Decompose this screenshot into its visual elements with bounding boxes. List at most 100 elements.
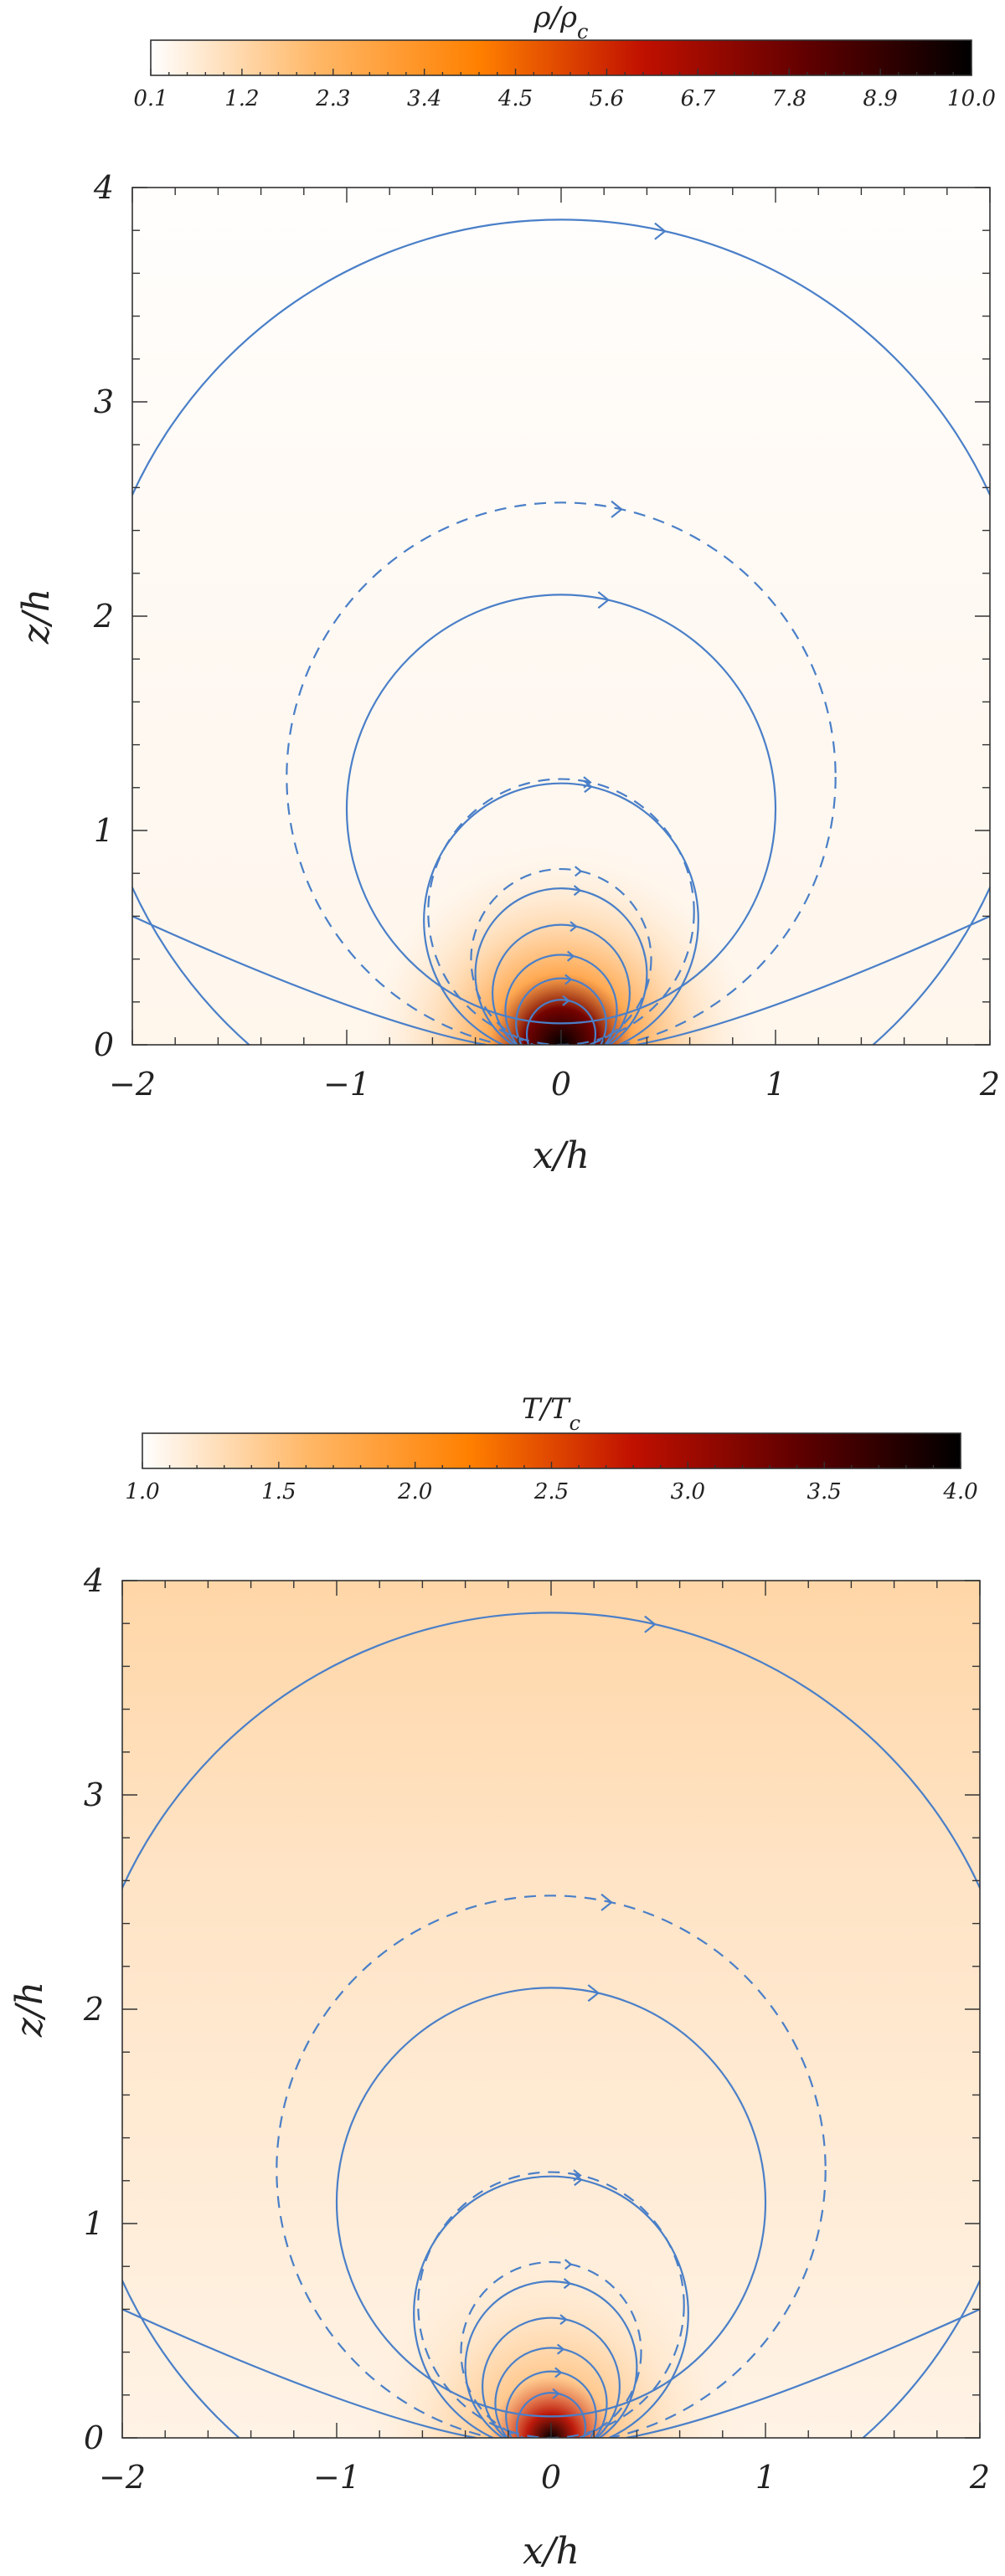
temperature-field-line (464, 2280, 638, 2438)
density-ytick-label: 4 (93, 169, 114, 206)
density-field-arrow (564, 974, 573, 985)
temperature-colorbar-tick-label: 2.0 (397, 1479, 432, 1504)
density-colorbar-tick-label: 1.2 (224, 86, 259, 111)
temperature-field-arrow (564, 2259, 573, 2270)
temperature-ytick-label: 0 (84, 2419, 104, 2456)
temperature-colorbar-tick-label: 1.5 (261, 1479, 296, 1504)
temperature-field-line (413, 2175, 689, 2438)
temperature-xtick-label: −2 (99, 2459, 146, 2496)
temperature-open-field-line (626, 2308, 980, 2438)
temperature-xtick-label: 0 (541, 2459, 561, 2496)
density-open-field-line (132, 915, 487, 1045)
temperature-field-line (276, 1895, 827, 2438)
temperature-xtick-label: 2 (969, 2459, 990, 2496)
temperature-field-arrow (556, 2343, 565, 2355)
temperature-field-arrow (563, 2278, 572, 2290)
temperature-field-line (460, 2261, 642, 2438)
density-ytick-label: 1 (94, 812, 114, 849)
temperature-field-arrow (559, 2314, 568, 2326)
temperature-ytick-label: 4 (83, 1562, 104, 1599)
density-field-line (504, 954, 618, 1045)
temperature-colorbar: 1.0 1.5 2.0 2.5 3.0 3.5 4.0 T/Tc (125, 1392, 977, 1504)
density-core-concentration (357, 637, 765, 1045)
density-field-arrow (611, 500, 623, 518)
temperature-field-arrow (600, 1893, 613, 1911)
temperature-xtick-label: −1 (313, 2459, 360, 2496)
density-ylabel: z/h (15, 589, 58, 645)
density-field-arrow (597, 591, 611, 609)
density-field-line (525, 999, 597, 1045)
density-xtick-label: 0 (551, 1066, 571, 1103)
density-field-arrow (654, 222, 667, 240)
density-field-line (345, 594, 777, 1025)
density-field-line (286, 501, 837, 1045)
temperature-ytick-label: 1 (84, 2205, 104, 2242)
density-colorbar-tick-label: 10.0 (947, 86, 996, 111)
density-field-line (515, 977, 607, 1045)
density-xtick-label: −1 (323, 1066, 370, 1103)
temperature-field-arrow (552, 2388, 560, 2399)
temperature-colorbar-tick-label: 3.5 (807, 1479, 841, 1504)
density-plot-area: −2 −1 0 1 2 0 1 2 3 4 x/h z/h (15, 169, 1000, 1177)
density-ytick-label: 3 (94, 383, 114, 420)
density-field-line (474, 887, 648, 1045)
density-colorbar-frame (150, 39, 972, 76)
temperature-field-arrow (587, 1984, 600, 2003)
temperature-colorbar-title: T/Tc (522, 1392, 580, 1435)
temperature-field-line (335, 1987, 767, 2418)
temperature-colorbar-tick-label: 3.0 (671, 1479, 705, 1504)
temperature-ytick-label: 3 (84, 1776, 104, 1813)
density-field-arrow (574, 866, 583, 877)
density-field-line (132, 219, 990, 1045)
temperature-field-line (417, 2171, 685, 2438)
temperature-xlabel: x/h (523, 2530, 580, 2573)
temperature-field-line (515, 2392, 587, 2438)
temperature-field-arrow (574, 2173, 583, 2187)
density-ytick-label: 2 (93, 598, 114, 635)
temperature-field-line (494, 2347, 608, 2438)
temperature-ytick-label: 2 (83, 1991, 104, 2028)
temperature-colorbar-tick-label: 2.5 (533, 1479, 569, 1504)
density-colorbar-tick-label: 4.5 (497, 86, 533, 111)
temperature-field-line (122, 1612, 980, 2438)
density-open-field-line (636, 915, 990, 1045)
temperature-field-line (482, 2316, 621, 2438)
density-field-line (470, 868, 652, 1045)
density-colorbar-gradient (151, 40, 972, 75)
density-xlabel: x/h (533, 1134, 590, 1177)
density-field-arrow (573, 885, 582, 897)
density-colorbar-tick-label: 6.7 (681, 86, 716, 111)
density-colorbar-tick-label: 2.3 (315, 86, 350, 111)
density-field-arrow (570, 921, 578, 933)
density-colorbar-tick-label: 8.9 (863, 86, 897, 111)
temperature-field-line (505, 2370, 597, 2438)
density-ytick-label: 0 (94, 1026, 114, 1063)
temperature-xtick-label: 1 (755, 2459, 776, 2496)
temperature-field-arrow (554, 2367, 563, 2378)
temperature-plot-area: −2 −1 0 1 2 0 1 2 3 4 x/h z/h (8, 1562, 990, 2573)
density-field-line (423, 782, 699, 1045)
density-field-line (427, 778, 695, 1045)
temperature-open-field-line (122, 2308, 477, 2438)
density-field-line (492, 923, 631, 1045)
temperature-field-arrow (644, 1615, 657, 1633)
density-colorbar-tick-label: 5.6 (590, 86, 624, 111)
temperature-panel: 1.0 1.5 2.0 2.5 3.0 3.5 4.0 T/Tc −2 −1 0 1 2 0 1 2 3 4 … (8, 1392, 990, 2573)
temperature-colorbar-tick-label: 1.0 (125, 1479, 159, 1504)
density-field-arrow (566, 950, 575, 962)
density-colorbar-tick-label: 7.8 (772, 86, 807, 111)
density-xtick-label: 2 (979, 1066, 1000, 1103)
density-panel: 0.1 1.2 2.3 3.4 4.5 5.6 6.7 7.8 8.9 10.0 ρ/ρc −2−… (15, 1, 1000, 1177)
density-xtick-label: 1 (765, 1066, 786, 1103)
density-colorbar-tick-label: 0.1 (133, 86, 168, 111)
density-colorbar-tick-label: 3.4 (407, 86, 441, 111)
temperature-core-concentration (347, 2030, 755, 2438)
density-colorbar: 0.1 1.2 2.3 3.4 4.5 5.6 6.7 7.8 8.9 10.0 ρ/ρc (133, 1, 996, 111)
temperature-colorbar-tick-label: 4.0 (942, 1479, 977, 1504)
density-field-arrow (562, 995, 570, 1006)
temperature-ylabel: z/h (8, 1982, 51, 2038)
density-colorbar-title: ρ/ρc (533, 1, 589, 44)
density-xtick-label: −2 (109, 1066, 156, 1103)
density-field-arrow (584, 780, 593, 794)
